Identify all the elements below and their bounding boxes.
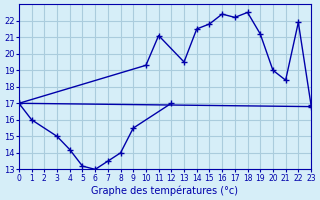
X-axis label: Graphe des températures (°c): Graphe des températures (°c) <box>92 185 238 196</box>
